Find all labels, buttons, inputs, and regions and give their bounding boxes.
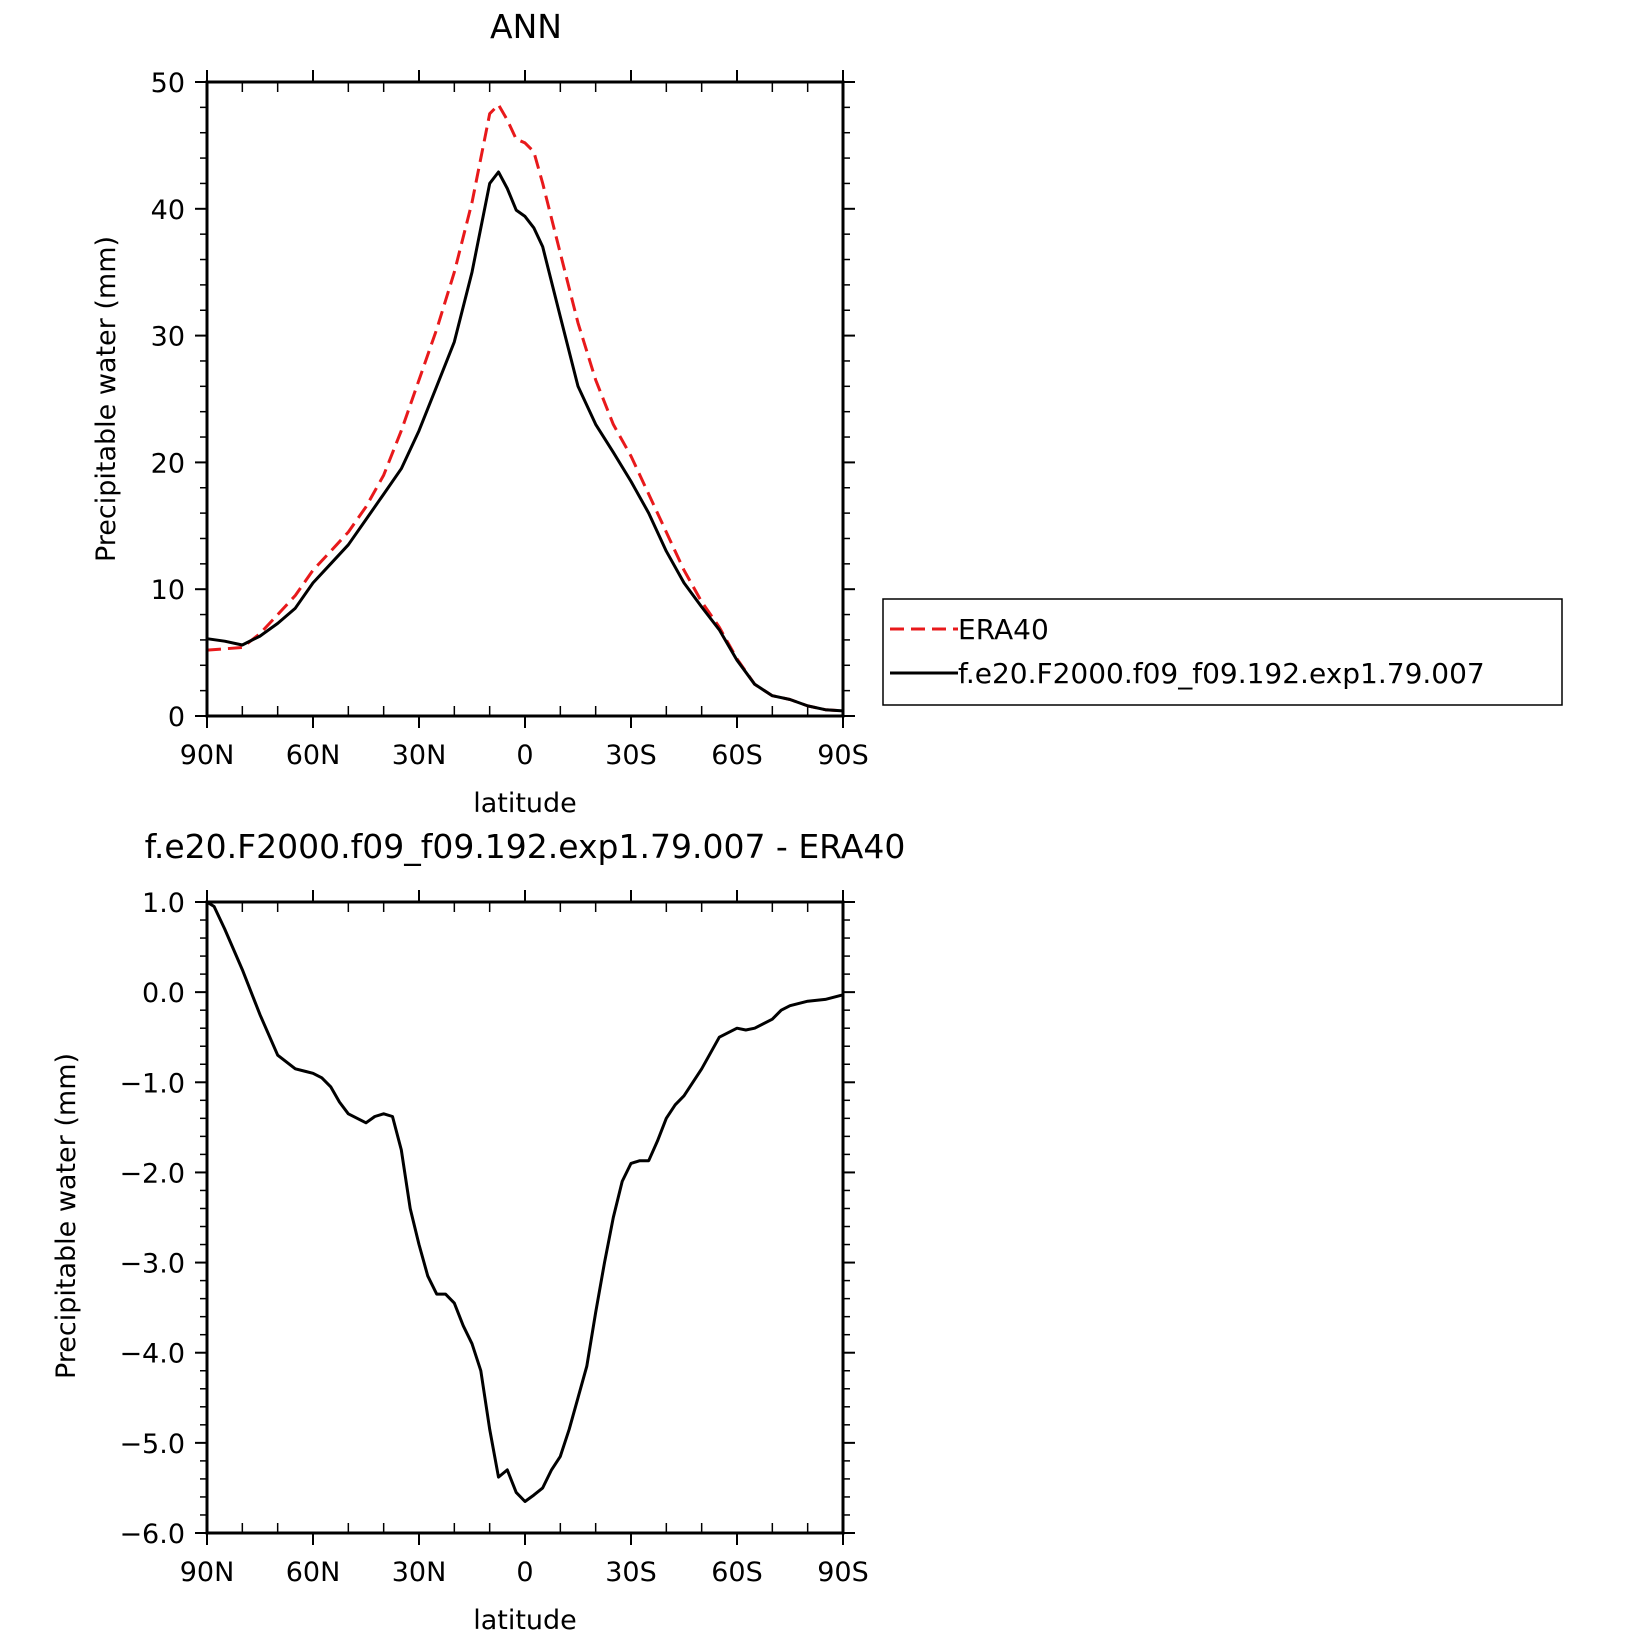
x-tick-label: 30N — [392, 740, 447, 771]
series-line-0 — [206, 900, 844, 1503]
x-tick-label: 60S — [711, 740, 763, 771]
x-axis-label: latitude — [473, 1605, 577, 1636]
y-tick-label: 20 — [151, 448, 185, 479]
x-tick-label: 30S — [605, 1557, 657, 1588]
y-axis-label: Precipitable water (mm) — [51, 1053, 82, 1379]
legend-box — [882, 598, 1563, 706]
y-tick-label: −5.0 — [119, 1429, 185, 1460]
x-tick-label: 60S — [711, 1557, 763, 1588]
y-tick-label: −2.0 — [119, 1158, 185, 1189]
y-tick-label: −4.0 — [119, 1339, 185, 1370]
series-layer — [206, 103, 844, 713]
y-tick-label: −6.0 — [119, 1519, 185, 1550]
chart-bottom: f.e20.F2000.f09_f09.192.exp1.79.007 - ER… — [51, 827, 905, 1636]
chart-title: ANN — [490, 7, 562, 46]
y-tick-label: 0 — [168, 702, 185, 733]
x-tick-label: 30N — [392, 1557, 447, 1588]
x-tick-label: 0 — [516, 740, 533, 771]
legend: ERA40 f.e20.F2000.f09_f09.192.exp1.79.00… — [882, 598, 1563, 706]
y-tick-label: 30 — [151, 322, 185, 353]
y-axis-label: Precipitable water (mm) — [91, 236, 122, 562]
tick-labels: 0 10 20 30 40 50 90N 60N 30N 0 30S 60S 90S — [151, 68, 869, 771]
plot-frame — [205, 900, 845, 1535]
y-tick-label: 10 — [151, 575, 185, 606]
legend-label: f.e20.F2000.f09_f09.192.exp1.79.007 — [958, 657, 1485, 690]
series-layer — [206, 900, 844, 1503]
x-tick-label: 90N — [180, 1557, 235, 1588]
axis-ticks — [195, 70, 855, 728]
x-tick-label: 60N — [286, 1557, 341, 1588]
y-tick-label: 50 — [151, 68, 185, 99]
x-axis-label: latitude — [473, 788, 577, 819]
chart-title: f.e20.F2000.f09_f09.192.exp1.79.007 - ER… — [145, 827, 906, 866]
x-tick-label: 90N — [180, 740, 235, 771]
series-line-0 — [206, 103, 844, 713]
y-tick-label: 1.0 — [142, 888, 185, 919]
y-tick-label: 40 — [151, 195, 185, 226]
y-tick-label: −3.0 — [119, 1249, 185, 1280]
y-tick-label: −1.0 — [119, 1068, 185, 1099]
x-tick-label: 30S — [605, 740, 657, 771]
series-line-1 — [206, 170, 844, 713]
y-tick-label: 0.0 — [142, 978, 185, 1009]
plot-frame — [205, 80, 845, 718]
x-tick-label: 0 — [516, 1557, 533, 1588]
chart-top: ANN 0 10 20 30 40 50 90N 60N 30N 0 30S 60S 90S latit… — [91, 7, 1563, 819]
x-tick-label: 90S — [817, 740, 869, 771]
tick-labels: 1.0 0.0 −1.0 −2.0 −3.0 −4.0 −5.0 −6.0 90N 60N 30N 0… — [119, 888, 868, 1588]
legend-label: ERA40 — [958, 613, 1049, 646]
axis-ticks — [195, 890, 855, 1545]
x-tick-label: 60N — [286, 740, 341, 771]
x-tick-label: 90S — [817, 1557, 869, 1588]
